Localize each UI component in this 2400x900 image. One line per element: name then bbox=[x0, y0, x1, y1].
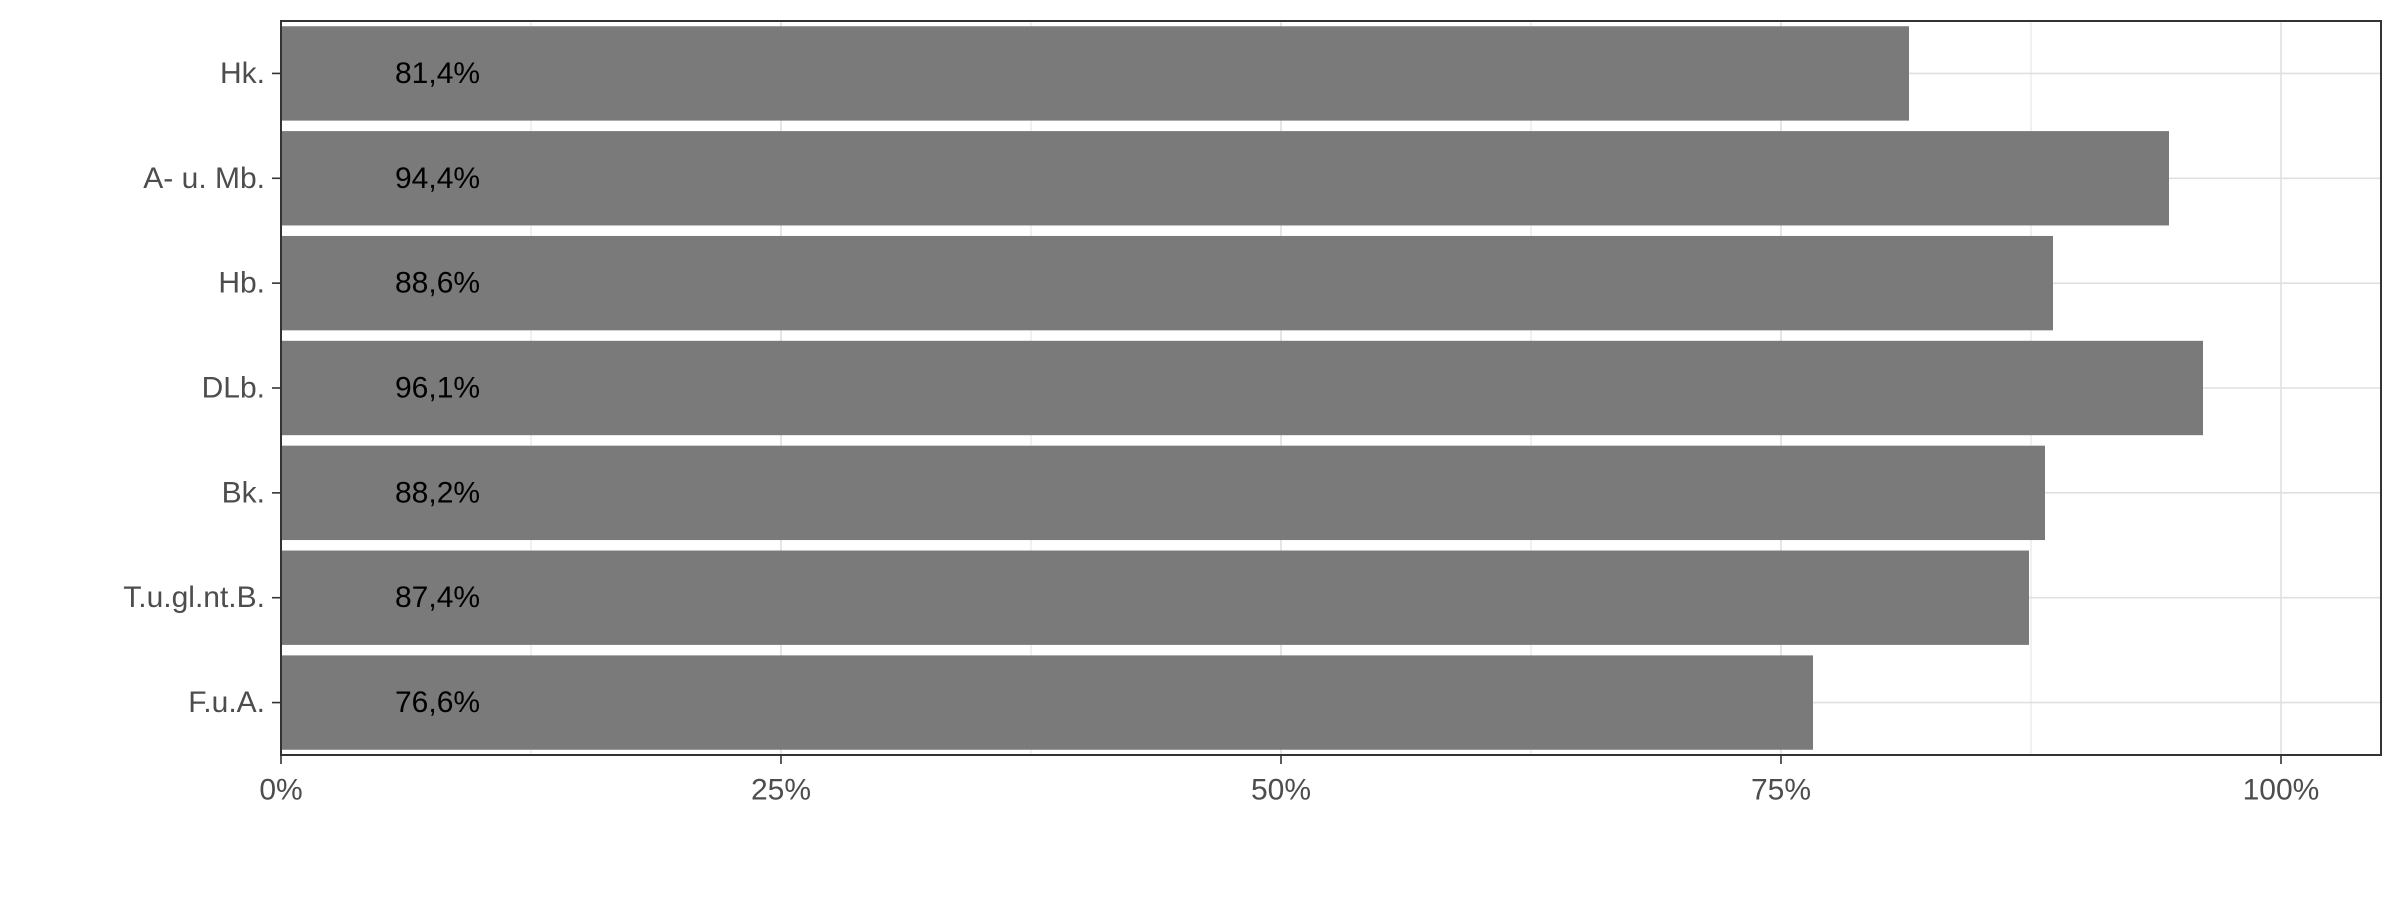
x-tick-label: 0% bbox=[259, 774, 302, 807]
bar-value-label: 81,4% bbox=[395, 57, 480, 90]
y-tick-label: Hk. bbox=[220, 57, 265, 90]
x-tick-label: 25% bbox=[751, 774, 811, 807]
y-tick-label: DLb. bbox=[202, 372, 265, 405]
bar bbox=[281, 550, 2029, 645]
bar-value-label: 96,1% bbox=[395, 372, 480, 405]
bar bbox=[281, 655, 1813, 750]
y-tick-label: Hb. bbox=[218, 267, 265, 300]
bars-layer: 81,4% 94,4% 88,6% 96,1% 88,2% 87,4% 76,6% bbox=[281, 26, 2203, 750]
y-tick-label: T.u.gl.nt.B. bbox=[123, 581, 265, 614]
bar-value-label: 87,4% bbox=[395, 581, 480, 614]
bar-value-label: 76,6% bbox=[395, 686, 480, 719]
x-axis: 0% 25% 50% 75% 100% bbox=[259, 755, 2319, 807]
bar-value-label: 88,6% bbox=[395, 267, 480, 300]
bar bbox=[281, 26, 1909, 121]
bar-value-label: 88,2% bbox=[395, 476, 480, 509]
x-tick-label: 100% bbox=[2243, 774, 2320, 807]
bar bbox=[281, 445, 2045, 541]
y-axis: Hk. A- u. Mb. Hb. DLb. Bk. T.u.gl.nt.B. F.u.A. bbox=[123, 57, 281, 719]
y-tick-label: F.u.A. bbox=[188, 686, 265, 719]
bar bbox=[281, 131, 2169, 226]
x-tick-label: 50% bbox=[1251, 774, 1311, 807]
bar-value-label: 94,4% bbox=[395, 162, 480, 195]
bar bbox=[281, 340, 2203, 436]
bar bbox=[281, 235, 2053, 331]
y-tick-label: A- u. Mb. bbox=[143, 162, 265, 195]
x-tick-label: 75% bbox=[1751, 774, 1811, 807]
y-tick-label: Bk. bbox=[222, 476, 265, 509]
